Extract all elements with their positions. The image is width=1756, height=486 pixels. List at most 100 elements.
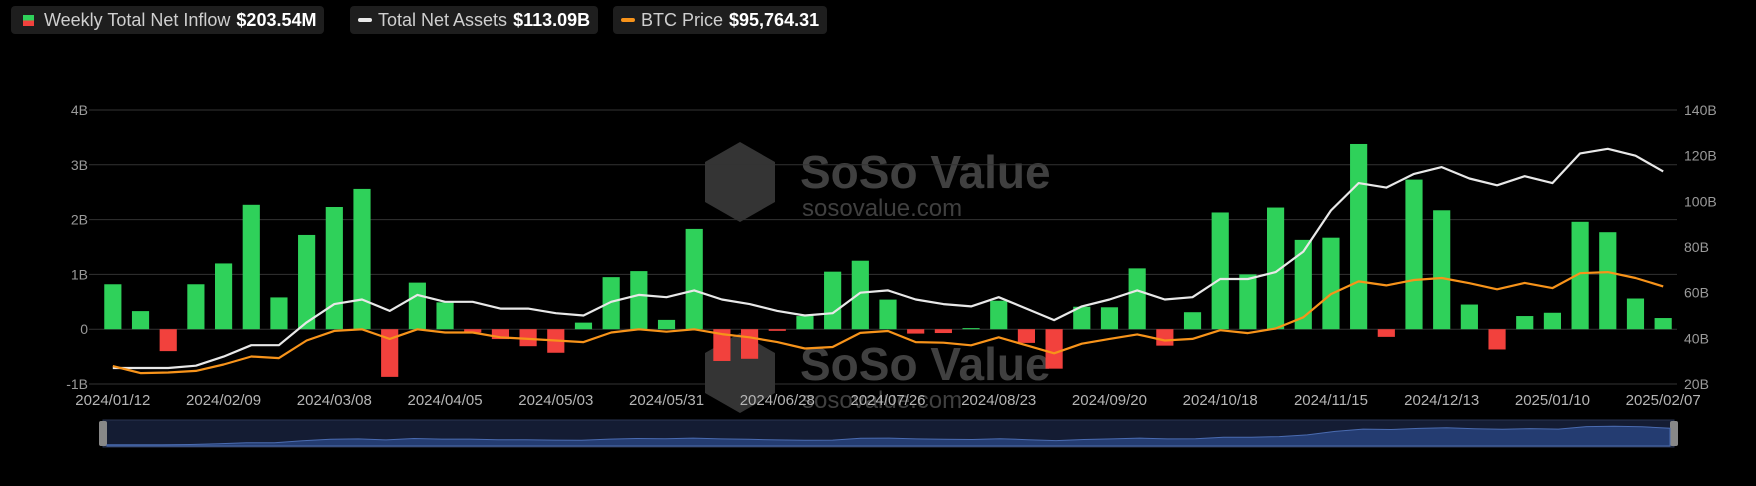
- bar: [104, 284, 122, 330]
- zoom-handle[interactable]: [99, 421, 107, 446]
- legend-icon: [358, 18, 372, 22]
- y2-tick-label: 120B: [1684, 148, 1717, 164]
- bar: [1433, 210, 1451, 330]
- bar: [491, 329, 510, 340]
- bar: [436, 302, 454, 330]
- y2-tick-label: 140B: [1684, 102, 1717, 118]
- y2-tick-label: 60B: [1684, 285, 1709, 301]
- bar: [1599, 232, 1617, 330]
- x-tick-label: 2024/08/23: [961, 392, 1036, 409]
- bar: [602, 277, 620, 330]
- y2-tick-label: 100B: [1684, 193, 1717, 209]
- bar: [325, 206, 343, 330]
- x-tick-label: 2024/02/09: [186, 392, 261, 409]
- y-tick-label: -1B: [66, 376, 88, 392]
- legend-label: Total Net Assets: [378, 9, 508, 30]
- bar: [1017, 329, 1036, 343]
- legend-item[interactable]: Weekly Total Net Inflow $203.54M: [11, 6, 325, 34]
- bar: [1211, 212, 1229, 330]
- watermark-logo: [705, 142, 775, 222]
- bar: [408, 282, 426, 330]
- bar: [1654, 318, 1672, 330]
- bar: [1460, 304, 1478, 330]
- x-tick-label: 2024/11/15: [1294, 392, 1368, 409]
- bar: [1322, 237, 1340, 330]
- y-tick-label: 1B: [71, 266, 88, 282]
- bar: [740, 329, 759, 359]
- bar: [630, 271, 648, 330]
- watermark-url: sosovalue.com: [802, 387, 962, 414]
- y-tick-label: 0: [80, 321, 88, 337]
- bar: [1128, 268, 1146, 330]
- y-tick-label: 4B: [71, 102, 88, 118]
- bar: [1183, 312, 1202, 330]
- bar: [657, 319, 676, 330]
- bar: [824, 271, 842, 330]
- legend-value: $113.09B: [513, 9, 591, 30]
- bar: [1073, 306, 1091, 330]
- line: [112, 271, 1664, 375]
- bar: [685, 228, 703, 330]
- x-tick-label: 2024/05/03: [518, 392, 593, 409]
- x-tick-label: 2024/04/05: [408, 392, 483, 409]
- bar: [270, 297, 288, 330]
- x-tick-label: 2024/10/18: [1183, 392, 1258, 409]
- bar: [1516, 316, 1534, 330]
- y2-tick-label: 80B: [1684, 239, 1709, 255]
- bar: [1405, 179, 1423, 330]
- x-tick-label: 2024/07/26: [850, 392, 925, 409]
- bar: [1156, 329, 1174, 346]
- bar: [574, 322, 593, 330]
- x-tick-label: 2025/02/07: [1626, 392, 1701, 409]
- bar: [879, 299, 897, 330]
- bar: [187, 284, 205, 330]
- y-tick-label: 3B: [71, 157, 88, 173]
- legend-value: $203.54M: [236, 9, 317, 30]
- bar: [381, 329, 399, 377]
- bar: [796, 316, 814, 330]
- bar: [1571, 221, 1589, 330]
- x-tick-label: 2024/05/31: [629, 392, 704, 409]
- bar: [1045, 329, 1063, 369]
- y-tick-label: 2B: [71, 212, 88, 228]
- bar: [851, 260, 869, 330]
- bar: [713, 329, 731, 361]
- y2-tick-label: 40B: [1684, 330, 1709, 346]
- watermark-url: sosovalue.com: [802, 195, 962, 222]
- x-tick-label: 2024/12/13: [1404, 392, 1479, 409]
- bar: [934, 329, 952, 334]
- bar: [464, 329, 482, 333]
- x-tick-label: 2025/01/10: [1515, 392, 1590, 409]
- legend-item[interactable]: BTC Price $95,764.31: [613, 6, 828, 34]
- bar: [159, 329, 177, 352]
- legend-item[interactable]: Total Net Assets $113.09B: [350, 6, 599, 34]
- bar: [1626, 298, 1645, 330]
- bar: [962, 328, 980, 330]
- legend-icon: [23, 14, 34, 26]
- legend-icon: [621, 18, 635, 22]
- zoom-preview: [106, 425, 1671, 447]
- bar: [1543, 312, 1562, 330]
- bar: [907, 329, 925, 334]
- legend-value: $95,764.31: [729, 9, 820, 30]
- bar: [1377, 329, 1395, 337]
- bar: [1266, 207, 1285, 330]
- legend-label: BTC Price: [641, 9, 724, 30]
- bar: [519, 329, 537, 347]
- watermark-text: SoSo Value: [800, 146, 1051, 198]
- watermark: SoSo Value sosovalue.com SoSo Value soso…: [705, 142, 1051, 414]
- bar: [1488, 329, 1506, 350]
- zoom-handle[interactable]: [1670, 421, 1678, 446]
- bar: [298, 234, 316, 330]
- x-tick-label: 2024/06/28: [740, 392, 815, 409]
- bar: [1294, 239, 1312, 330]
- y2-tick-label: 20B: [1684, 376, 1709, 392]
- bar: [353, 188, 371, 330]
- x-tick-label: 2024/03/08: [297, 392, 372, 409]
- line: [112, 147, 1664, 370]
- watermark-text: SoSo Value: [800, 338, 1051, 390]
- bar: [1350, 143, 1368, 330]
- bar: [768, 329, 786, 331]
